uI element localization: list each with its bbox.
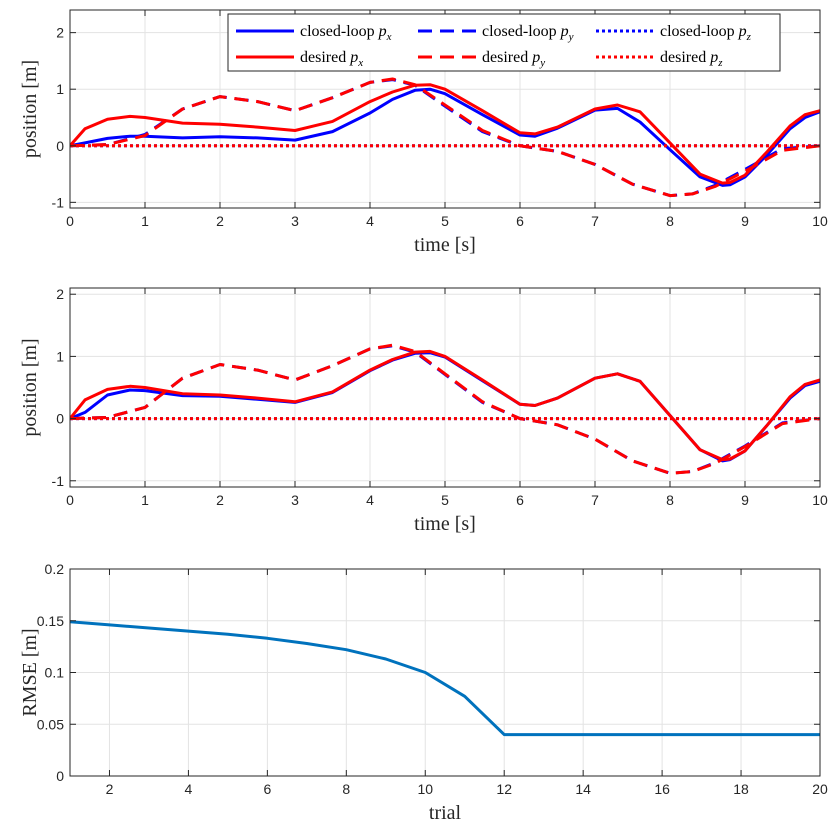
- y-tick-label: 2: [56, 286, 64, 302]
- x-tick-label: 8: [342, 781, 350, 797]
- x-tick-label: 5: [441, 213, 449, 229]
- y-axis-label: RMSE [m]: [19, 628, 41, 716]
- series-line-RMSE-solid: [70, 620, 820, 737]
- x-axis-label: trial: [429, 802, 462, 824]
- y-tick-label: 0.1: [45, 665, 65, 681]
- series-group: [70, 620, 820, 737]
- x-tick-label: 7: [591, 213, 599, 229]
- y-axis-label: position [m]: [19, 60, 41, 158]
- x-axis-label: time [s]: [414, 234, 476, 256]
- series-line-closed-loop-px-solid: [70, 87, 820, 187]
- legend-label-closed-loop-py: closed-loop py: [482, 23, 574, 43]
- x-tick-label: 10: [812, 213, 828, 229]
- y-axis-label: position [m]: [19, 338, 41, 436]
- x-tick-label: 2: [106, 781, 114, 797]
- y-tick-label: 0: [56, 138, 64, 154]
- x-tick-label: 14: [575, 781, 591, 797]
- y-tick-label: 0.05: [37, 716, 64, 732]
- x-tick-label: 5: [441, 492, 449, 508]
- legend-label-desired-pz: desired pz: [660, 49, 723, 69]
- x-axis-label: time [s]: [414, 513, 476, 535]
- x-tick-label: 1: [141, 492, 149, 508]
- x-tick-label: 1: [141, 213, 149, 229]
- legend-label-desired-py: desired py: [482, 49, 545, 69]
- x-tick-label: 6: [516, 213, 524, 229]
- x-tick-label: 2: [216, 213, 224, 229]
- y-tick-label: 0.2: [45, 561, 65, 577]
- series-group: [70, 343, 820, 475]
- series-group: [70, 77, 820, 198]
- y-tick-label: 2: [56, 25, 64, 41]
- x-tick-label: 3: [291, 213, 299, 229]
- legend-label-closed-loop-px: closed-loop px: [300, 23, 392, 43]
- y-tick-label: 0.15: [37, 613, 64, 629]
- y-tick-label: 0: [56, 411, 64, 427]
- series-line-desired-px-solid: [70, 83, 820, 185]
- x-tick-label: 6: [516, 492, 524, 508]
- x-tick-label: 18: [733, 781, 749, 797]
- x-tick-label: 8: [666, 492, 674, 508]
- x-tick-label: 4: [366, 492, 374, 508]
- legend-box: [227, 13, 781, 72]
- y-tick-label: 0: [56, 768, 64, 784]
- x-tick-label: 8: [666, 213, 674, 229]
- series-line-desired-py-dashed: [70, 343, 820, 475]
- series-line-desired-px-solid: [70, 349, 820, 462]
- y-tick-label: -1: [52, 473, 65, 489]
- x-tick-label: 10: [812, 492, 828, 508]
- x-tick-label: 20: [812, 781, 828, 797]
- x-tick-label: 10: [417, 781, 433, 797]
- legend-label-closed-loop-pz: closed-loop pz: [660, 23, 752, 43]
- x-tick-label: 4: [185, 781, 193, 797]
- x-tick-label: 9: [741, 213, 749, 229]
- x-tick-label: 0: [66, 213, 74, 229]
- x-tick-label: 0: [66, 492, 74, 508]
- x-tick-label: 6: [263, 781, 271, 797]
- x-tick-label: 4: [366, 213, 374, 229]
- y-tick-label: 1: [56, 81, 64, 97]
- y-tick-label: 1: [56, 348, 64, 364]
- x-tick-label: 3: [291, 492, 299, 508]
- y-tick-label: -1: [52, 194, 65, 210]
- x-tick-label: 9: [741, 492, 749, 508]
- x-tick-label: 16: [654, 781, 670, 797]
- x-tick-label: 2: [216, 492, 224, 508]
- series-line-desired-py-dashed: [70, 77, 820, 198]
- legend: closed-loop px closed-loop py closed-loop …: [227, 13, 781, 72]
- chart-3: 2 4 6 8 10 12 14 16 18 20 0 0.05 0.1 0.15 0.2 trial RMSE…: [19, 561, 828, 824]
- x-tick-label: 7: [591, 492, 599, 508]
- x-tick-label: 12: [496, 781, 512, 797]
- legend-label-desired-px: desired px: [300, 49, 363, 69]
